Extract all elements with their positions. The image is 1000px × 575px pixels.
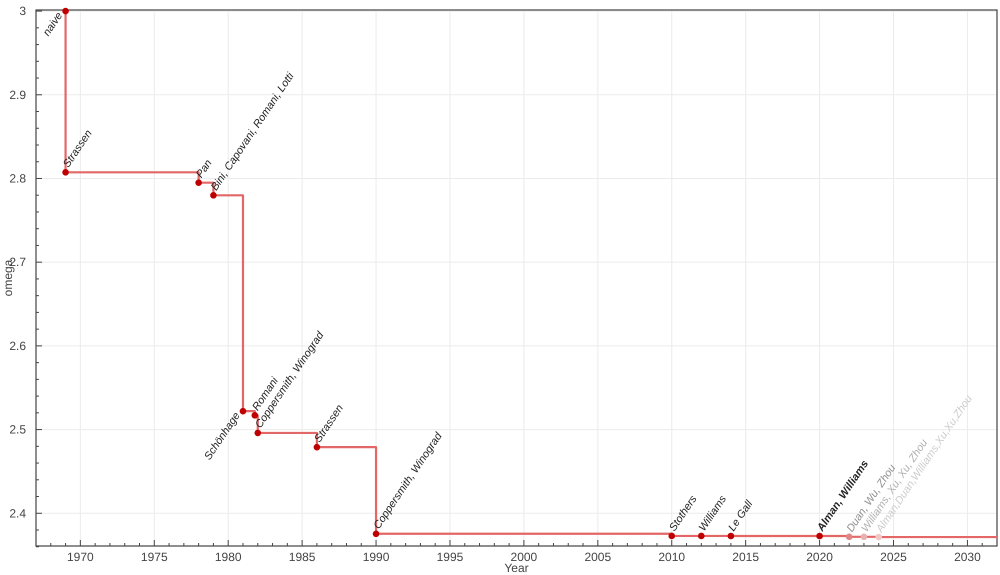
svg-text:1975: 1975 — [141, 550, 168, 564]
svg-text:1995: 1995 — [437, 550, 464, 564]
svg-text:2020: 2020 — [806, 550, 833, 564]
svg-text:omega: omega — [1, 259, 15, 296]
svg-text:2030: 2030 — [954, 550, 981, 564]
svg-text:1980: 1980 — [215, 550, 242, 564]
svg-text:1970: 1970 — [67, 550, 94, 564]
svg-text:2005: 2005 — [584, 550, 611, 564]
svg-text:2015: 2015 — [732, 550, 759, 564]
svg-text:2025: 2025 — [880, 550, 907, 564]
svg-text:2.4: 2.4 — [9, 506, 26, 520]
svg-text:Year: Year — [504, 561, 528, 575]
svg-text:1990: 1990 — [363, 550, 390, 564]
svg-text:2.8: 2.8 — [9, 171, 26, 185]
svg-text:2.5: 2.5 — [9, 423, 26, 437]
svg-text:2.9: 2.9 — [9, 88, 26, 102]
svg-text:2010: 2010 — [658, 550, 685, 564]
svg-text:2.6: 2.6 — [9, 339, 26, 353]
svg-text:3: 3 — [19, 4, 26, 18]
svg-text:1985: 1985 — [289, 550, 316, 564]
